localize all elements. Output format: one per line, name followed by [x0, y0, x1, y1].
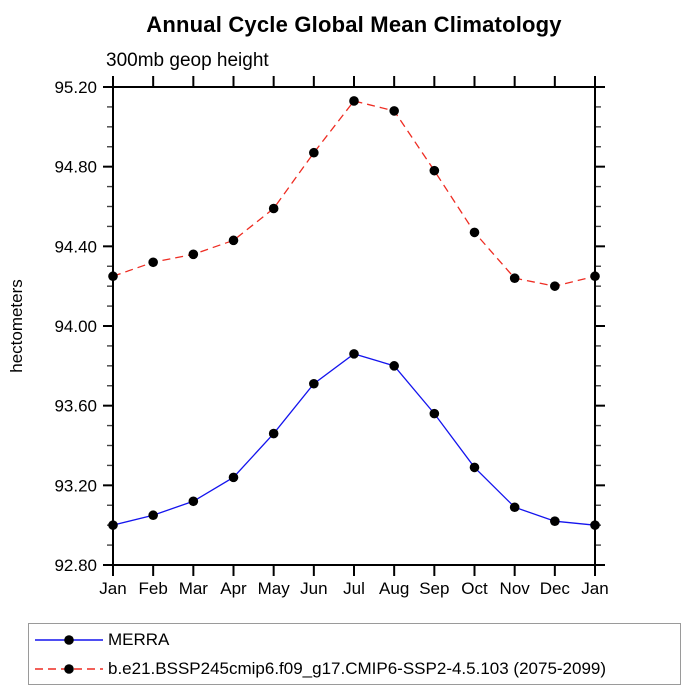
x-tick-label: Sep [419, 579, 449, 598]
data-point-marker [188, 249, 199, 260]
x-tick-label: Mar [179, 579, 209, 598]
data-point-marker [349, 349, 359, 359]
chart-legend: MERRA b.e21.BSSP245cmip6.f09_g17.CMIP6-SS… [28, 623, 681, 685]
y-tick-label: 94.80 [54, 158, 97, 177]
legend-item: MERRA [32, 625, 680, 654]
x-tick-label: Feb [139, 579, 168, 598]
legend-line-sample [35, 634, 103, 645]
data-point-marker [550, 516, 560, 526]
plot-frame [112, 86, 596, 566]
y-tick-label: 93.20 [54, 476, 97, 495]
legend-marker-icon [64, 634, 74, 645]
data-point-marker [389, 361, 399, 371]
legend-line-sample [35, 663, 103, 674]
data-point-marker [268, 203, 279, 214]
data-point-marker [188, 496, 199, 507]
x-tick-label: May [258, 579, 291, 598]
data-point-marker [309, 147, 319, 158]
chart-title: Annual Cycle Global Mean Climatology [146, 12, 562, 37]
series-line-dashed [112, 100, 596, 287]
y-axis-label: hectometers [7, 279, 26, 373]
data-point-marker [309, 378, 319, 389]
x-tick-label: Jun [300, 579, 327, 598]
x-tick-label: Dec [540, 579, 571, 598]
y-tick-label: 93.60 [54, 397, 97, 416]
data-point-marker [429, 165, 440, 176]
y-tick-label: 94.40 [54, 237, 97, 256]
y-tick-label: 95.20 [54, 78, 97, 97]
x-tick-label: Jan [99, 579, 126, 598]
data-point-marker [268, 428, 279, 439]
legend-item: b.e21.BSSP245cmip6.f09_g17.CMIP6-SSP2-4.… [32, 654, 680, 683]
x-tick-label: Oct [461, 579, 488, 598]
y-tick-label: 94.00 [54, 317, 97, 336]
data-point-marker [469, 227, 480, 238]
data-point-marker [228, 235, 239, 246]
x-tick-label: Jul [343, 579, 365, 598]
data-point-marker [590, 271, 600, 282]
series-line-solid [112, 353, 596, 526]
legend-label: b.e21.BSSP245cmip6.f09_g17.CMIP6-SSP2-4.… [108, 658, 607, 678]
x-tick-label: Nov [500, 579, 531, 598]
data-point-marker [509, 273, 520, 284]
data-point-marker [148, 257, 158, 268]
data-point-marker [389, 106, 399, 116]
legend-label: MERRA [108, 629, 170, 649]
x-tick-label: Aug [379, 579, 409, 598]
data-point-marker [590, 520, 600, 530]
data-point-marker [108, 520, 118, 530]
data-point-marker [228, 472, 239, 483]
chart-subtitle: 300mb geop height [106, 50, 269, 71]
x-tick-label: Jan [581, 579, 608, 598]
data-point-marker [108, 271, 118, 282]
legend-marker-icon [64, 663, 74, 674]
data-point-marker [429, 408, 440, 419]
data-point-marker [148, 510, 158, 521]
data-point-marker [469, 462, 480, 473]
y-tick-label: 92.80 [54, 556, 97, 575]
data-point-marker [349, 96, 359, 106]
x-tick-label: Apr [220, 579, 247, 598]
data-point-marker [509, 502, 520, 513]
data-point-marker [550, 281, 560, 291]
